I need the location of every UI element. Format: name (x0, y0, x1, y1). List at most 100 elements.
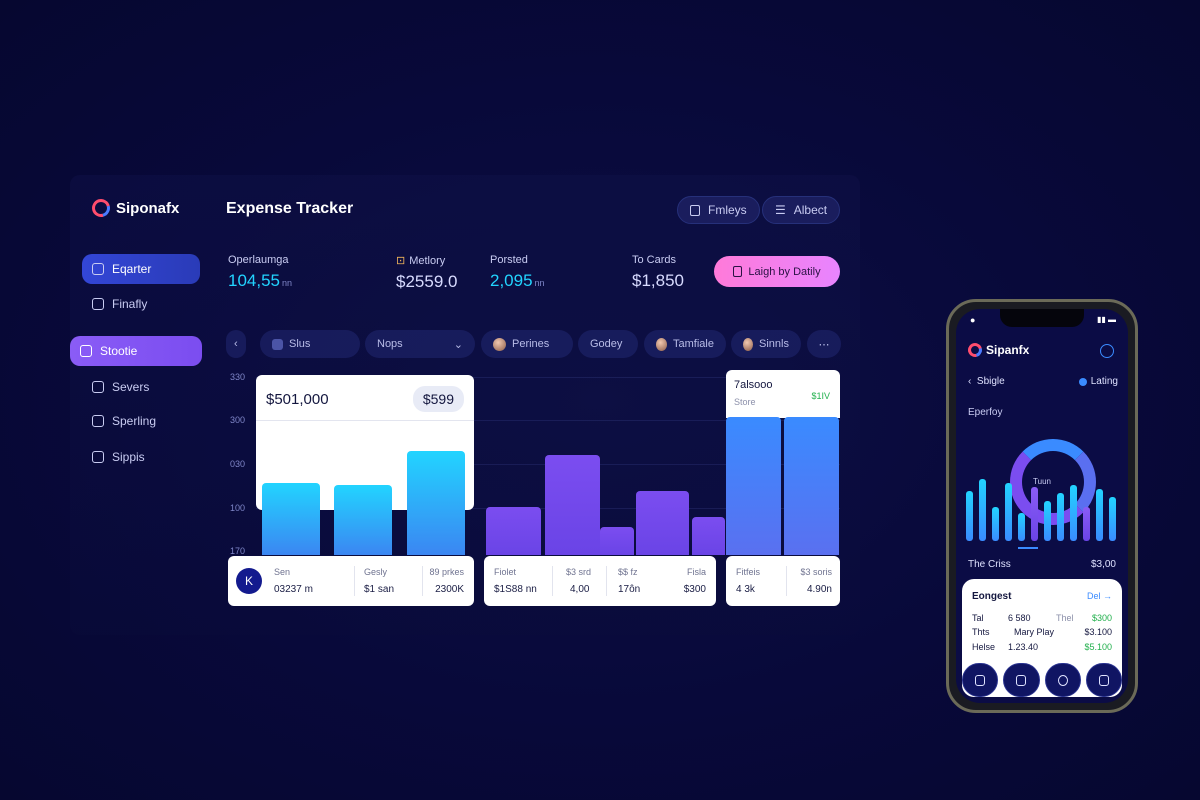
back-button[interactable]: ‹ (226, 330, 246, 358)
filter-dropdown-nops[interactable]: Nops ⌄ (365, 330, 475, 358)
phone-foot-label: The Criss (968, 559, 1011, 570)
header-button-albect[interactable]: ☰ Albect (762, 196, 841, 224)
bar-9[interactable] (726, 417, 781, 555)
clipboard-icon (733, 266, 743, 277)
header-button-fmleys[interactable]: Fmleys (677, 196, 760, 224)
bar-2[interactable] (334, 485, 392, 555)
filter-chip-perines[interactable]: Perines (481, 330, 573, 358)
phone-bar (1031, 487, 1038, 541)
phone-bar (1005, 483, 1012, 541)
gridline (256, 377, 840, 378)
sidebar-item-label: Finafly (112, 297, 148, 311)
stat-value: 104,55 nn (228, 271, 293, 290)
bar-3[interactable] (407, 451, 465, 555)
sidebar-item-stootie[interactable]: Stootie (70, 336, 202, 366)
tooltip-card-right: 7alsooo Store $1IV (726, 370, 840, 418)
divider (552, 566, 553, 596)
divider (256, 420, 474, 421)
briefcase-icon (92, 381, 104, 393)
filter-label: Sinnls (759, 338, 789, 350)
card-key: $$ fz (618, 567, 638, 577)
bar-8[interactable] (692, 517, 725, 555)
bar-6[interactable] (600, 527, 634, 555)
card-key: 89 prkes (429, 567, 464, 577)
bar-5[interactable] (545, 455, 600, 555)
summary-card-left[interactable]: K Sen 03237 m Gesly $1 san 89 prkes 2300… (228, 556, 474, 606)
stat-label: Operlaumga (228, 254, 289, 266)
chat-icon (1057, 674, 1068, 686)
sidebar-item-severs[interactable]: Severs (82, 372, 200, 402)
card-value: 4.90n (806, 584, 832, 595)
phone-bar-chart (966, 469, 1126, 541)
header-button-label: Albect (793, 203, 828, 217)
card-value: 4,00 (570, 584, 590, 595)
sidebar-item-label: Stootie (100, 344, 138, 358)
stat-to-cards: To Cards $1,850 (632, 254, 684, 291)
house-icon (92, 415, 104, 427)
phone-foot-value: $3,00 (1090, 559, 1116, 570)
cta-button[interactable]: Laigh by Datily (714, 256, 840, 287)
filter-chip-godey[interactable]: Godey (578, 330, 638, 358)
tab-alerts[interactable] (1085, 663, 1122, 697)
bar-4[interactable] (486, 507, 541, 555)
tab-chat[interactable] (1044, 663, 1081, 697)
sidebar-item-sperling[interactable]: Sperling (82, 406, 200, 436)
summary-card-mid[interactable]: Fiolet $1S88 nn $3 srd 4,00 $$ fz 17ôn F… (484, 556, 716, 606)
filter-chip-tamfiale[interactable]: Tamfiale (644, 330, 726, 358)
tooltip-sub: Store (734, 397, 756, 407)
stat-label: Porsted (490, 254, 528, 266)
file-icon (1016, 674, 1027, 686)
signal-icon: ▮▮ ▬ (1096, 315, 1116, 324)
tab-files[interactable] (1003, 663, 1040, 697)
card-value: $1 san (364, 584, 395, 595)
header-button-label: Fmleys (708, 203, 747, 217)
card-value: 17ôn (618, 584, 641, 595)
divider (606, 566, 607, 596)
settings-icon[interactable] (1100, 344, 1114, 358)
phone-brand-name: Sipanfx (986, 343, 1030, 357)
phone-card-action[interactable]: Del → (1086, 591, 1112, 601)
brand-logo-icon (92, 199, 110, 217)
bar-10[interactable] (784, 417, 839, 555)
avatar (656, 337, 668, 351)
phone-screen: ● ▮▮ ▬ Sipanfx ‹ Sbigle Lating Eperfoy T… (956, 309, 1128, 703)
phone-mockup: ● ▮▮ ▬ Sipanfx ‹ Sbigle Lating Eperfoy T… (946, 299, 1138, 713)
more-button[interactable]: ⋯ (807, 330, 841, 358)
home-icon (975, 674, 986, 686)
filter-chip-slus[interactable]: Slus (260, 330, 360, 358)
tab-home[interactable] (962, 663, 999, 697)
sidebar-item-label: Sippis (112, 450, 145, 464)
phone-bar (966, 491, 973, 541)
phone-bar (1096, 489, 1103, 541)
chevron-left-icon: ‹ (968, 376, 972, 387)
card-value: 2300K (435, 584, 464, 595)
y-tick-label: 330 (230, 372, 246, 382)
sidebar-item-sippis[interactable]: Sippis (82, 442, 200, 472)
sidebar-item-label: Sperling (112, 414, 157, 428)
sidebar-item-label: Severs (112, 380, 150, 394)
note-icon (690, 204, 700, 216)
card-key: Fiolet (494, 567, 517, 577)
phone-bar (979, 479, 986, 541)
phone-back-button[interactable]: ‹ Sbigle (968, 376, 1005, 387)
cta-label: Laigh by Datily (748, 265, 821, 278)
more-icon: ⋯ (818, 338, 830, 351)
bar-1[interactable] (262, 483, 320, 555)
square-icon (272, 338, 283, 350)
chevron-left-icon: ‹ (234, 338, 238, 350)
phone-subtitle: Eperfoy (968, 407, 1003, 418)
summary-card-right[interactable]: Fitfeis 4 3k $3 soris 4.90n (726, 556, 840, 606)
filter-label: Godey (590, 338, 623, 350)
tooltip-change: $1IV (811, 391, 830, 401)
brand[interactable]: Siponafx (92, 199, 179, 217)
bar-7[interactable] (636, 491, 689, 555)
sidebar-item-eqarter[interactable]: Eqarter (82, 254, 200, 284)
card-value: 03237 m (274, 584, 313, 595)
file-icon (92, 451, 104, 463)
filter-chip-sinnls[interactable]: Sinnls (731, 330, 801, 358)
phone-notch (1000, 309, 1084, 327)
stat-label: To Cards (632, 254, 677, 266)
sidebar-item-finafly[interactable]: Finafly (82, 289, 200, 319)
phone-status-toggle[interactable]: Lating (1078, 376, 1118, 387)
card-key: Fisla (686, 567, 706, 577)
